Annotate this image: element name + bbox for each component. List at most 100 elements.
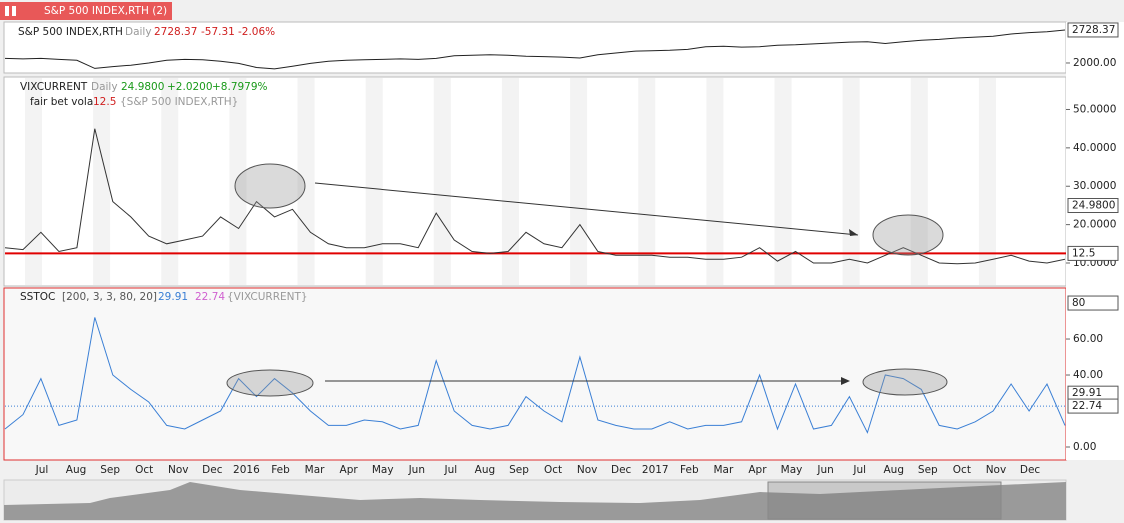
x-tick-label: Oct [135,464,153,476]
legend-change-pct: +8.7979% [212,81,268,93]
month-band [161,78,179,285]
legend-study: fair bet vola [30,96,93,108]
x-tick-label: Nov [168,464,189,476]
y-tick-label: 30.0000 [1073,180,1116,192]
series-line [4,29,1066,70]
series-line [4,128,1066,265]
price-marker-label: 22.74 [1072,400,1102,412]
x-tick-label: Sep [100,464,120,476]
x-tick-label: Apr [748,464,767,476]
legend-last: 2728.37 [154,26,197,38]
x-tick-label: Jun [816,464,833,476]
price-marker-label: 24.9800 [1072,200,1115,212]
series-line [4,317,1066,434]
window-title: S&P 500 INDEX,RTH (2) [44,5,167,17]
x-tick-label: Jul [852,464,866,476]
legend-source: {VIXCURRENT} [227,291,308,303]
legend-change: +2.0200 [167,81,213,93]
arrow-head [841,377,850,385]
legend-change-pct: -2.06% [238,26,275,38]
x-tick-label: Dec [1020,464,1041,476]
legend-period: Daily [125,26,152,38]
legend-last: 24.9800 [121,81,164,93]
x-tick-label: Oct [953,464,971,476]
x-tick-label: May [781,464,803,476]
annotation-ellipse[interactable] [862,368,948,396]
x-tick-label: Jul [444,464,458,476]
y-tick-label: 50.0000 [1073,103,1116,115]
tab-icon [5,6,9,16]
x-tick-label: Aug [883,464,904,476]
x-tick-label: Mar [305,464,325,476]
x-tick-label: Feb [271,464,290,476]
price-marker [1067,22,1119,38]
month-band [365,78,383,285]
legend-study-value: 12.5 [93,96,116,108]
legend-d: 22.74 [195,291,225,303]
annotation-ellipse[interactable] [234,163,306,209]
legend-k: 29.91 [158,291,188,303]
x-tick-label: Dec [202,464,223,476]
x-tick-label: Mar [713,464,733,476]
x-tick-label: Oct [544,464,562,476]
x-tick-label: Feb [680,464,699,476]
y-tick-label: 40.00 [1073,369,1103,381]
y-tick-label: 20.0000 [1073,219,1116,231]
legend-symbol: S&P 500 INDEX,RTH [18,26,123,38]
tab-icon [12,6,16,16]
legend-params: [200, 3, 3, 80, 20] [62,291,157,303]
legend-study: SSTOC [20,291,55,303]
x-tick-label: Nov [986,464,1007,476]
navigator-area [4,482,1066,520]
price-marker-label: 12.5 [1072,247,1095,259]
x-tick-label: May [372,464,394,476]
month-band [638,78,656,285]
x-tick-label: Jun [408,464,425,476]
price-marker [1067,398,1119,414]
price-marker-label: 2728.37 [1072,24,1115,36]
x-tick-label: Nov [577,464,598,476]
annotation-ellipse[interactable] [226,369,314,397]
month-band [229,78,247,285]
price-marker-label: 29.91 [1072,387,1102,399]
x-tick-label: Sep [918,464,938,476]
x-tick-label: Aug [475,464,496,476]
price-marker [1067,295,1119,311]
month-band [910,78,928,285]
month-band [842,78,860,285]
pane-1 [3,21,1067,74]
arrow-head [849,229,858,236]
pane-3 [3,287,1067,461]
legend-period: Daily [91,81,118,93]
title-tab[interactable] [0,2,172,20]
month-band [570,78,588,285]
x-tick-label: Jul [35,464,49,476]
legend-symbol: VIXCURRENT [20,81,88,93]
month-band [774,78,792,285]
price-marker [1067,245,1119,261]
x-tick-label: Apr [340,464,359,476]
x-tick-label: Dec [611,464,632,476]
annotation-arrow[interactable] [314,182,859,236]
legend-change: -57.31 [201,26,235,38]
x-tick-label: 2016 [233,464,260,476]
annotation-ellipse[interactable] [872,214,944,256]
y-tick-label: 2000.00 [1073,57,1116,69]
price-marker-label: 80 [1072,297,1085,309]
y-tick-label: 0.00 [1073,441,1096,453]
month-band [24,78,42,285]
legend-study-source: {S&P 500 INDEX,RTH} [120,96,238,108]
month-band [978,78,996,285]
x-tick-label: 2017 [642,464,669,476]
y-tick-label: 60.00 [1073,333,1103,345]
price-marker [1067,198,1119,214]
month-band [93,78,111,285]
navigator-window[interactable] [767,481,1002,520]
month-band [433,78,451,285]
x-tick-label: Aug [66,464,87,476]
month-band [706,78,724,285]
month-band [501,78,519,285]
y-tick-label: 40.0000 [1073,142,1116,154]
